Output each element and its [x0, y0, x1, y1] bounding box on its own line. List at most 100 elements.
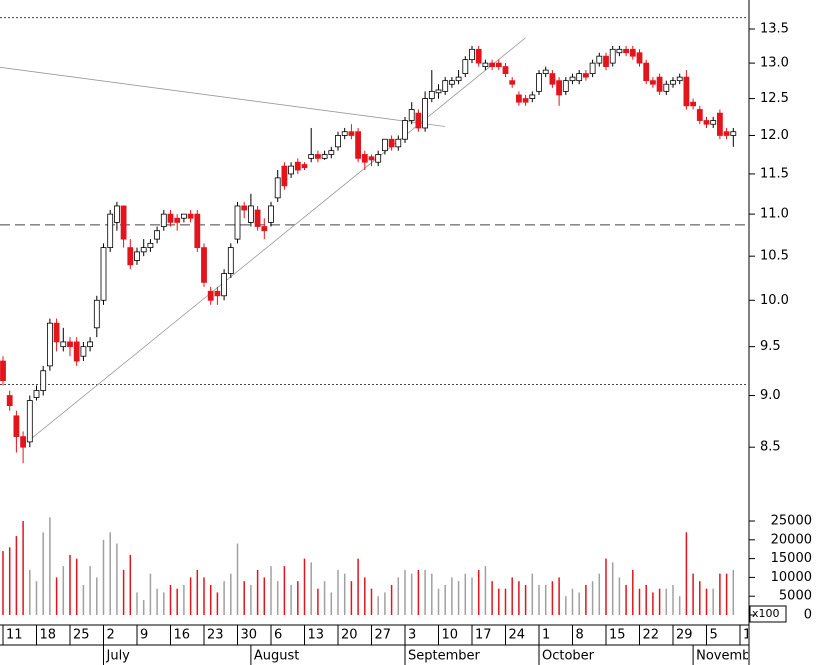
candle-body [107, 213, 114, 249]
x-tick-label: 18 [40, 628, 57, 643]
candle-body [448, 80, 455, 85]
candle-body [583, 73, 589, 78]
candle-body [355, 131, 362, 159]
x-tick-label: 1 [743, 628, 751, 643]
volume-bar [699, 581, 701, 615]
candle-body [314, 154, 321, 159]
volume-bar [665, 588, 668, 615]
candle-body [616, 48, 623, 54]
volume-bar [29, 569, 31, 615]
volume-bar [598, 573, 601, 615]
volume-bar [343, 573, 346, 615]
candle-body [281, 165, 288, 187]
volume-bar [75, 558, 78, 615]
volume-bar [431, 573, 433, 615]
volume-bar [42, 532, 44, 615]
candle-body [663, 83, 670, 92]
volume-bar [451, 577, 453, 615]
volume-bar [518, 581, 520, 615]
x-tick-label: 2 [107, 628, 115, 643]
volume-bar [524, 584, 527, 615]
candle-body [147, 242, 154, 249]
x-tick-label: 15 [609, 628, 626, 643]
volume-bar [410, 573, 413, 615]
x-tick-label: 8 [576, 628, 584, 643]
x-tick-label: 16 [174, 628, 191, 643]
candle-body [723, 131, 730, 136]
candle-body [80, 346, 87, 357]
candle-body [26, 400, 33, 443]
y-tick-label: 13.5 [760, 21, 789, 36]
volume-bar [719, 573, 721, 615]
volume-tick-label: 10000 [771, 570, 812, 585]
x-tick-label: 24 [509, 628, 526, 643]
volume-bar [652, 592, 654, 615]
y-tick-label: 10.5 [760, 249, 789, 264]
volume-bar [685, 532, 688, 615]
volume-bar [471, 577, 473, 615]
candle-body [180, 213, 187, 219]
candle-body [274, 177, 281, 199]
volume-bar [390, 584, 393, 615]
candle-body [13, 415, 20, 438]
candle-body [589, 62, 596, 75]
candle-body [381, 138, 388, 152]
plot-area: 11 18 25 2 9 16 23 30 6 13 20 27 3 10 17 24 1 8 15 22 29 5 1Ju… [0, 17, 751, 665]
volume-bar [712, 588, 714, 615]
volume-bar [96, 577, 98, 615]
volume-bar [491, 581, 493, 615]
candle-body [482, 62, 489, 67]
candle-body [40, 370, 47, 391]
volume-bar [337, 569, 339, 615]
volume-bar [672, 584, 674, 615]
volume-bar [310, 562, 312, 615]
candle-body [455, 76, 462, 82]
candle-body [435, 89, 442, 94]
volume-bar [692, 573, 694, 615]
volume-bar [216, 592, 219, 615]
volume-bar [558, 577, 560, 615]
candle-body [522, 98, 529, 103]
candle-body [93, 299, 100, 329]
candle-body [603, 55, 609, 67]
candle-body [670, 80, 676, 85]
x-tick-label: 23 [207, 628, 224, 643]
volume-bar [544, 584, 547, 615]
x-tick-label: 25 [73, 628, 90, 643]
candle-body [536, 73, 542, 92]
volume-bar [15, 536, 18, 615]
volume-bar [283, 566, 286, 615]
volume-bar [424, 569, 426, 615]
volume-bar [82, 584, 85, 615]
candle-body [717, 112, 723, 136]
candle-body [254, 209, 261, 227]
x-tick-label: 22 [643, 628, 660, 643]
volume-bar [658, 588, 661, 615]
volume-bar [69, 554, 71, 615]
candle-body [207, 290, 214, 301]
candle-body [127, 247, 134, 266]
candle-body [288, 165, 295, 175]
candle-body [509, 80, 516, 85]
candle-body [348, 131, 355, 136]
y-tick-label: 9.5 [760, 339, 781, 354]
volume-bar [317, 588, 319, 615]
candle-body [328, 150, 335, 155]
candle-body [516, 94, 522, 103]
volume-bar [404, 569, 406, 615]
y-tick-label: 11.5 [760, 166, 789, 181]
volume-bar [230, 573, 232, 615]
candle-body [187, 213, 194, 219]
volume-bar [417, 569, 420, 615]
volume-bar [263, 577, 266, 615]
candle-body [60, 341, 67, 348]
volume-bar [142, 599, 145, 615]
candle-body [308, 154, 315, 159]
candle-body [623, 48, 629, 54]
volume-bar [102, 539, 105, 615]
volume-bar [531, 573, 534, 615]
volume-tick-label: 25000 [771, 514, 812, 529]
candle-body [20, 436, 27, 448]
volume-bar [511, 577, 513, 615]
volume-bar [270, 566, 272, 615]
